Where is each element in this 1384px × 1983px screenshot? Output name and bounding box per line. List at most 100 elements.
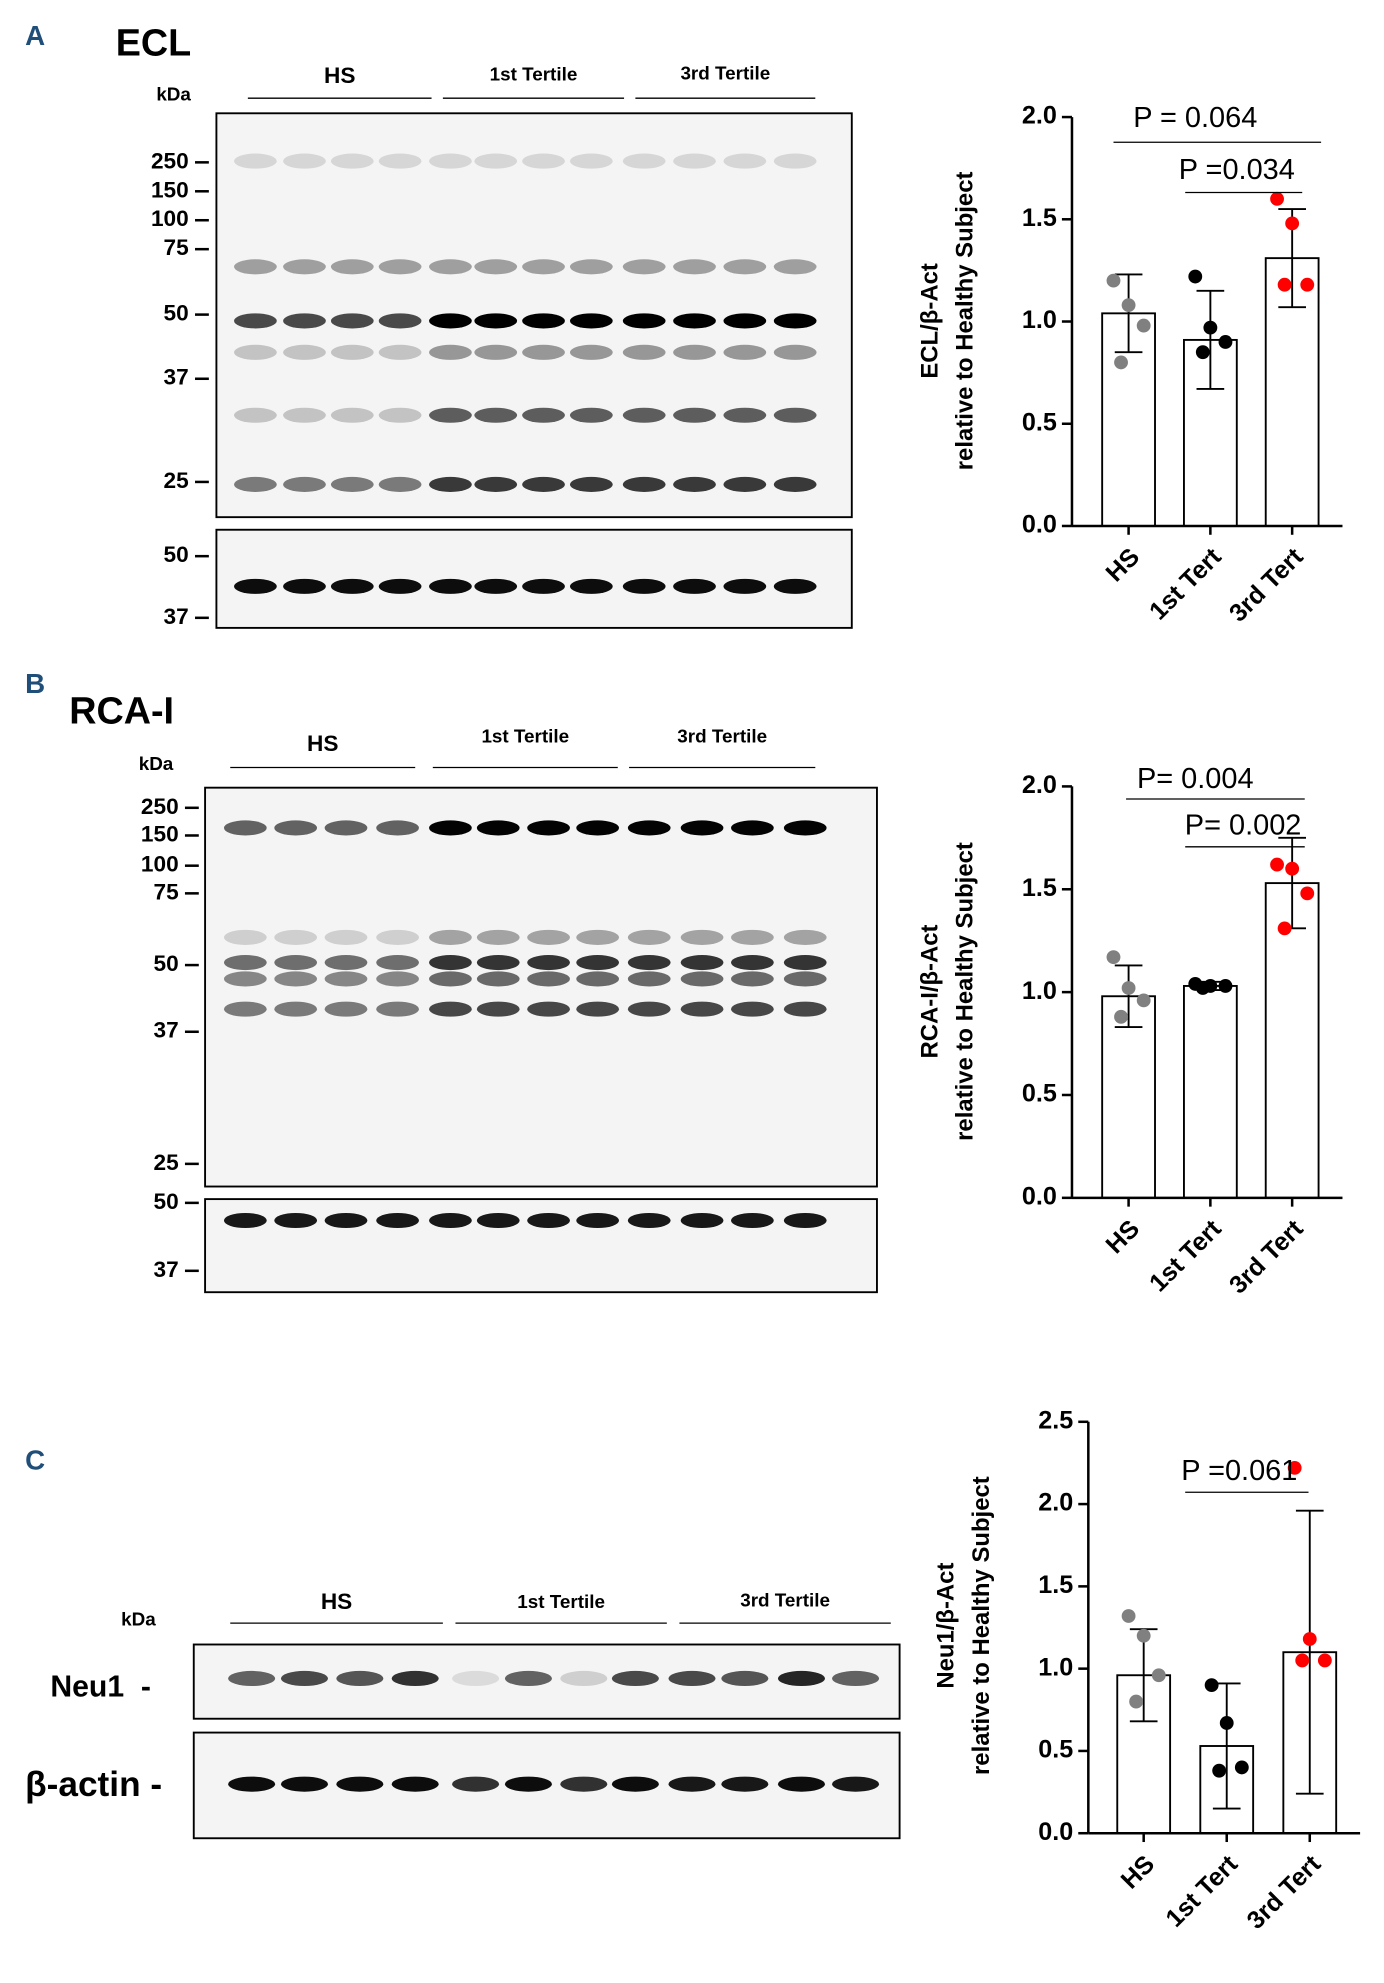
blot-band bbox=[723, 407, 767, 423]
blot-band bbox=[378, 344, 422, 360]
blot-band bbox=[680, 1212, 724, 1229]
blot-band bbox=[721, 1670, 769, 1687]
data-point bbox=[1136, 318, 1151, 333]
blot-band bbox=[522, 578, 565, 594]
blot-band bbox=[234, 153, 277, 169]
blot-band bbox=[673, 153, 716, 169]
blot-band bbox=[673, 407, 716, 423]
x-tick-label: 1st Tert bbox=[1144, 1214, 1227, 1297]
blot-band bbox=[474, 313, 518, 329]
blot-band bbox=[429, 407, 472, 423]
data-point bbox=[1204, 1678, 1219, 1693]
bar bbox=[1264, 257, 1320, 527]
blot-band bbox=[627, 1212, 671, 1229]
blot-band bbox=[378, 259, 422, 275]
marker-label: 50 bbox=[153, 951, 178, 976]
blot-band bbox=[330, 344, 374, 360]
blot-band bbox=[522, 313, 565, 329]
blot-band bbox=[223, 955, 267, 971]
data-point bbox=[1203, 320, 1218, 335]
blot-band bbox=[330, 578, 374, 594]
blot-band bbox=[731, 820, 774, 836]
blot-band bbox=[622, 153, 666, 169]
marker-label: 150 bbox=[141, 821, 179, 846]
blot-band bbox=[223, 1001, 267, 1017]
blot-band bbox=[777, 1776, 825, 1792]
panel-letter: A bbox=[25, 20, 45, 51]
blot-band bbox=[783, 820, 827, 836]
blot-band bbox=[476, 955, 520, 971]
group-label: HS bbox=[321, 1589, 352, 1614]
blot-band bbox=[429, 344, 472, 360]
error-bar bbox=[1114, 964, 1143, 1029]
blot-band bbox=[376, 1212, 419, 1229]
blot-band bbox=[476, 929, 520, 945]
blot-band bbox=[783, 1212, 827, 1229]
blot-band bbox=[391, 1776, 439, 1792]
blot-band bbox=[723, 313, 767, 329]
y-tick-label: 2.0 bbox=[1022, 102, 1057, 130]
blot-band bbox=[576, 820, 620, 836]
data-point bbox=[1151, 1668, 1166, 1683]
blot-band bbox=[429, 1001, 472, 1017]
blot-band bbox=[324, 1212, 368, 1229]
unit-label: kDa bbox=[121, 1609, 156, 1630]
data-point bbox=[1270, 857, 1284, 872]
blot-band bbox=[576, 971, 620, 987]
group-label: HS bbox=[324, 63, 355, 88]
blot-band bbox=[474, 407, 518, 423]
y-axis-label: relative to Healthy Subject bbox=[968, 1476, 995, 1775]
blot-band bbox=[569, 344, 613, 360]
blot-band bbox=[234, 476, 277, 493]
marker-label: 37 bbox=[153, 1257, 178, 1282]
data-point bbox=[1121, 298, 1136, 313]
data-point bbox=[1121, 981, 1136, 995]
y-tick-label: 1.5 bbox=[1022, 874, 1057, 902]
blot-band bbox=[324, 929, 368, 945]
data-point bbox=[1136, 1628, 1151, 1643]
blot-band bbox=[569, 153, 613, 169]
blot-band bbox=[452, 1776, 500, 1792]
blot-band bbox=[723, 578, 767, 594]
data-point bbox=[1114, 355, 1128, 370]
blot-band bbox=[378, 313, 422, 329]
blot-band bbox=[680, 955, 724, 971]
blot-band bbox=[429, 955, 472, 971]
data-point bbox=[1136, 993, 1151, 1008]
blot-band bbox=[274, 820, 318, 836]
blot-band bbox=[474, 578, 518, 594]
y-tick-label: 1.5 bbox=[1022, 204, 1057, 232]
marker-label: 37 bbox=[164, 604, 189, 629]
blot-band bbox=[429, 313, 472, 329]
y-axis-label: ECL/β-Act bbox=[916, 263, 943, 378]
blot-band bbox=[452, 1670, 500, 1687]
y-tick-label: 1.5 bbox=[1038, 1571, 1073, 1599]
blot-band bbox=[627, 955, 671, 971]
data-point bbox=[1295, 1653, 1310, 1668]
y-tick-label: 0.5 bbox=[1038, 1736, 1073, 1764]
blot-band bbox=[330, 407, 374, 423]
blot-band bbox=[522, 153, 565, 169]
blot-band bbox=[234, 407, 277, 423]
p-value: P =0.061 bbox=[1181, 1455, 1297, 1487]
blot-band bbox=[378, 407, 422, 423]
blot-band bbox=[336, 1776, 384, 1792]
blot-band bbox=[274, 1001, 318, 1017]
blot-band bbox=[522, 476, 565, 493]
blot-band bbox=[611, 1776, 659, 1792]
blot-band bbox=[223, 971, 267, 987]
blot-band bbox=[569, 578, 613, 594]
x-tick-label: 1st Tert bbox=[1144, 542, 1227, 625]
blot-band bbox=[773, 407, 817, 423]
y-tick-label: 0.5 bbox=[1022, 1080, 1057, 1108]
bar bbox=[1101, 995, 1156, 1199]
data-point bbox=[1212, 1763, 1227, 1778]
blot-band bbox=[324, 1001, 368, 1017]
blot-band bbox=[569, 259, 613, 275]
blot-band bbox=[673, 578, 716, 594]
blot-band bbox=[731, 1001, 774, 1017]
blot-band bbox=[611, 1670, 659, 1687]
blot-band bbox=[721, 1776, 769, 1792]
blot-band bbox=[627, 1001, 671, 1017]
blot-band bbox=[330, 313, 374, 329]
